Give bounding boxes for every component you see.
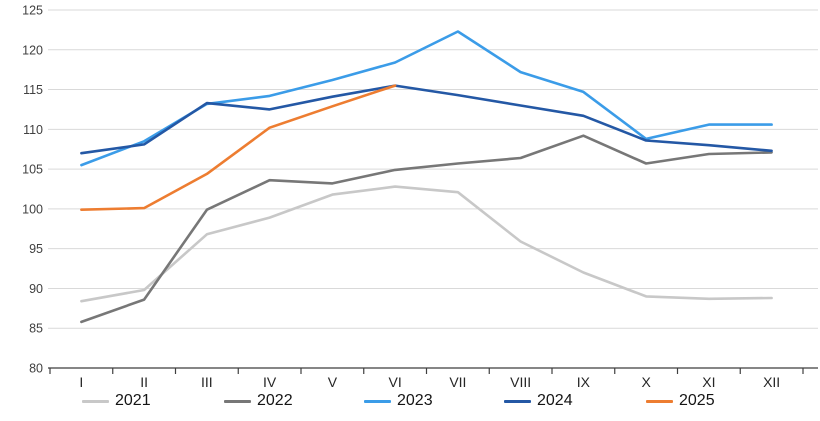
legend-item-2023: 2023 [364, 389, 433, 413]
series-line-2021 [80, 185, 773, 303]
series-line-2023 [80, 30, 773, 167]
x-axis-label: X [641, 374, 651, 390]
legend-swatch-2022 [224, 399, 251, 403]
y-axis-label: 110 [23, 123, 43, 137]
legend-swatch-2021 [82, 399, 109, 403]
x-axis-label: IX [577, 374, 591, 390]
y-axis-label: 80 [29, 362, 43, 376]
y-axis-label: 115 [23, 83, 43, 97]
y-axis-label: 95 [29, 242, 43, 256]
y-axis-label: 90 [29, 282, 43, 296]
legend-label: 2021 [115, 392, 151, 409]
legend-label: 2025 [679, 392, 715, 409]
x-axis-label: VIII [510, 374, 531, 390]
legend-label: 2022 [257, 392, 293, 409]
x-axis-label: VI [389, 374, 402, 390]
x-axis-label: XII [763, 374, 780, 390]
x-axis-label: III [201, 374, 213, 390]
legend-item-2021: 2021 [82, 389, 151, 413]
legend-item-2025: 2025 [646, 389, 715, 413]
y-axis-label: 105 [22, 163, 43, 177]
x-axis-label: XI [702, 374, 715, 390]
legend-item-2022: 2022 [224, 389, 293, 413]
legend-label: 2024 [537, 392, 573, 409]
legend-swatch-2025 [646, 399, 673, 403]
legend-swatch-2024 [504, 399, 531, 403]
legend-swatch-2023 [364, 399, 391, 403]
legend-label: 2023 [397, 392, 433, 409]
y-axis-label: 125 [22, 4, 43, 18]
x-axis-label: IV [263, 374, 277, 390]
x-axis-label: V [328, 374, 338, 390]
series-line-2024 [80, 84, 773, 155]
legend-item-2024: 2024 [504, 389, 573, 413]
series-line-2025 [80, 84, 397, 211]
y-axis-label: 100 [22, 202, 43, 216]
y-axis-label: 120 [22, 43, 43, 57]
chart-legend: 2021 2022 2023 2024 2025 [0, 389, 820, 415]
x-axis-label: VII [449, 374, 466, 390]
y-axis-label: 85 [29, 322, 43, 336]
x-axis-label: II [140, 374, 148, 390]
x-axis-label: I [79, 374, 83, 390]
series-line-2022 [80, 134, 773, 324]
